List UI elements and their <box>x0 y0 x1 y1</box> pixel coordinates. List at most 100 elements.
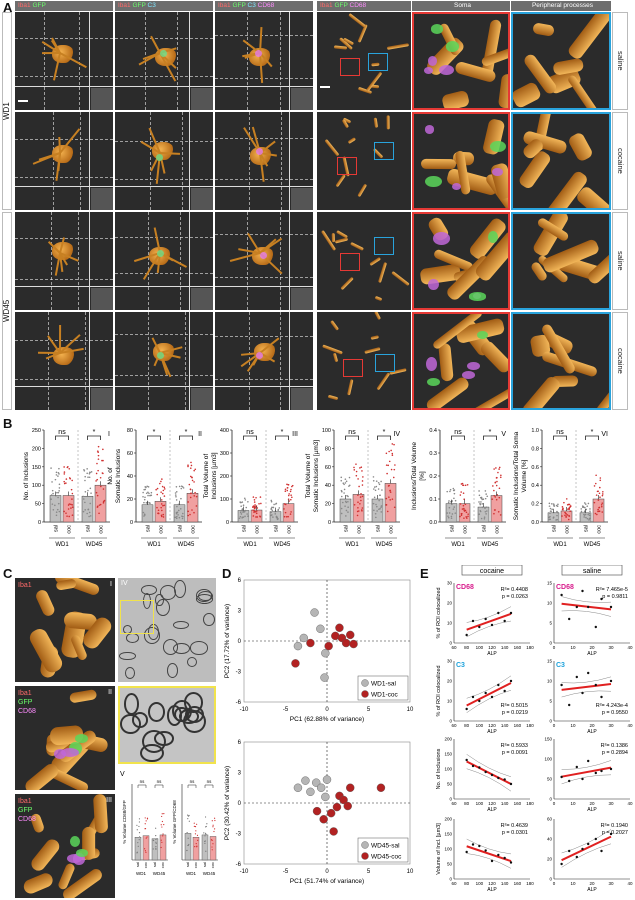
data-point <box>196 823 198 825</box>
data-point <box>271 514 273 516</box>
guide-line <box>215 78 313 80</box>
data-point <box>285 516 288 518</box>
data-point <box>340 512 343 515</box>
data-point <box>71 498 73 500</box>
data-point <box>343 483 345 486</box>
x-axis-title: ALP <box>587 807 597 813</box>
bar-label: sal <box>376 525 382 532</box>
peripheral-roi-box <box>374 141 395 160</box>
ortho-view-tile <box>215 212 313 310</box>
y-tick-label: 6 <box>238 578 242 584</box>
data-point <box>465 516 467 518</box>
x-tick-label: 0 <box>553 801 556 806</box>
microglia-process <box>374 296 383 302</box>
legend-label: WD1-sal <box>371 681 396 688</box>
data-point <box>344 478 347 480</box>
pca-point-WD45-sal <box>293 783 303 792</box>
bar-label: sal <box>202 862 207 867</box>
fit-line <box>466 682 512 707</box>
data-point <box>88 476 91 479</box>
chart-roman-label: II <box>198 431 202 438</box>
data-point <box>255 510 258 512</box>
data-point <box>51 481 53 483</box>
guide-line <box>15 139 113 141</box>
data-point <box>551 503 553 505</box>
em-organelle <box>143 593 152 610</box>
pca-point-WD45-coc <box>319 815 328 824</box>
data-point <box>239 515 242 518</box>
data-point <box>63 482 66 485</box>
header-channels-2: Iba1 GFP C3 <box>115 1 213 11</box>
data-point <box>486 510 488 512</box>
data-point <box>189 492 192 495</box>
chart-roman-label: I <box>108 431 110 438</box>
bar-sal <box>201 834 209 861</box>
channel-label: Iba1 <box>18 2 33 9</box>
microglia-process <box>420 158 457 170</box>
data-point <box>575 605 578 609</box>
data-point <box>204 835 206 837</box>
pca-point-WD1-coc <box>349 639 358 649</box>
data-point <box>498 496 501 499</box>
soma-zoom-tile <box>412 112 510 210</box>
guide-line <box>15 177 113 179</box>
bar-label: coc <box>287 525 293 534</box>
x-tick-label: 30 <box>608 723 614 728</box>
condition-frame <box>612 212 628 310</box>
data-point <box>499 476 502 479</box>
data-point <box>361 507 364 509</box>
y-tick-label: 15 <box>547 581 553 586</box>
data-point <box>142 495 144 498</box>
r-squared-label: R²= 0.5933 <box>501 743 528 749</box>
data-point <box>194 833 197 835</box>
data-point <box>152 848 154 850</box>
header-peripheral: Peripheral processes <box>511 1 611 11</box>
data-point <box>381 489 383 491</box>
condition-label: cocaine <box>616 148 625 174</box>
data-point <box>187 465 189 468</box>
data-point <box>273 503 275 506</box>
data-point <box>191 476 193 479</box>
significance-label: ns <box>207 779 213 784</box>
data-point <box>214 819 216 822</box>
data-point <box>291 485 293 488</box>
data-point <box>191 509 193 511</box>
data-point <box>583 502 586 504</box>
inclusion-blob <box>424 176 442 188</box>
data-point <box>187 464 189 467</box>
data-point <box>176 505 178 508</box>
data-point <box>96 462 98 465</box>
data-point <box>206 823 208 825</box>
channel-label: CD68 <box>18 708 36 715</box>
condition-frame <box>612 12 628 110</box>
data-point <box>588 512 591 515</box>
condition-label: saline <box>616 251 625 271</box>
x-tick-label: 30 <box>608 881 614 886</box>
fit-line <box>561 835 612 862</box>
data-point <box>463 507 465 510</box>
inclusion-3d-tile: Iba1 GFP CD68 III <box>15 794 115 898</box>
data-point <box>471 619 475 623</box>
bar-label: coc <box>67 525 73 534</box>
data-point <box>484 510 487 513</box>
data-point <box>353 469 356 471</box>
data-point <box>181 485 184 488</box>
data-point <box>271 509 274 512</box>
data-point <box>99 503 102 506</box>
divider <box>215 386 313 387</box>
data-point <box>580 510 583 513</box>
scale-bar <box>320 86 330 88</box>
y-tick-label: 10 <box>447 621 453 626</box>
data-point <box>178 516 181 519</box>
data-point <box>478 490 480 492</box>
bar-sal <box>151 838 159 861</box>
legend-marker <box>361 852 369 860</box>
significance-label: ns <box>348 429 356 436</box>
bar-sal <box>141 504 154 523</box>
group-label: WD45 <box>482 542 499 548</box>
x-tick-label: 80 <box>464 801 470 806</box>
bar-coc <box>94 484 107 523</box>
x-tick-label: 10 <box>407 869 414 875</box>
data-point <box>361 510 363 512</box>
em-organelle <box>173 620 190 630</box>
